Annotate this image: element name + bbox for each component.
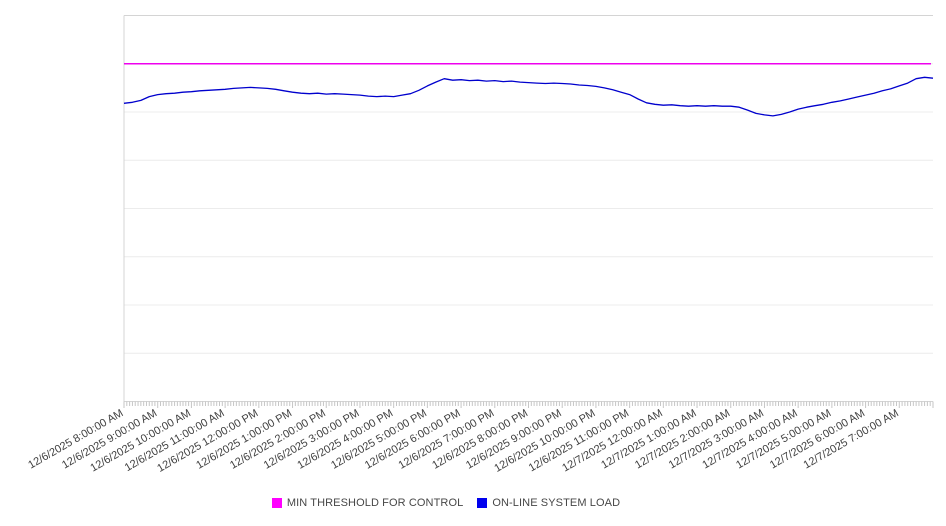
system-load-legend-swatch-icon [477, 498, 488, 508]
legend-item-threshold: MIN THRESHOLD FOR CONTROL [271, 497, 464, 509]
threshold-legend-label: MIN THRESHOLD FOR CONTROL [286, 497, 464, 509]
threshold-legend-swatch-icon [271, 498, 282, 508]
system-load-line [123, 76, 934, 117]
system-load-legend-label: ON-LINE SYSTEM LOAD [492, 497, 621, 509]
chart-legend: MIN THRESHOLD FOR CONTROL ON-LINE SYSTEM… [0, 497, 892, 509]
legend-item-system-load: ON-LINE SYSTEM LOAD [477, 497, 620, 509]
